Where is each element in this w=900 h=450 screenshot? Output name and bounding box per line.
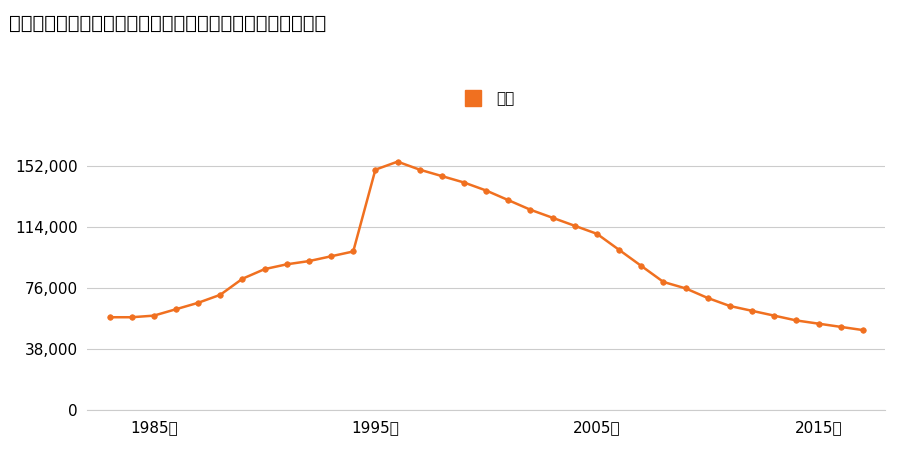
Legend: 価格: 価格	[452, 85, 520, 112]
Text: 岐阜県本巣郡北方町大字北方字駒来町１４９６番の地価推移: 岐阜県本巣郡北方町大字北方字駒来町１４９６番の地価推移	[9, 14, 326, 32]
